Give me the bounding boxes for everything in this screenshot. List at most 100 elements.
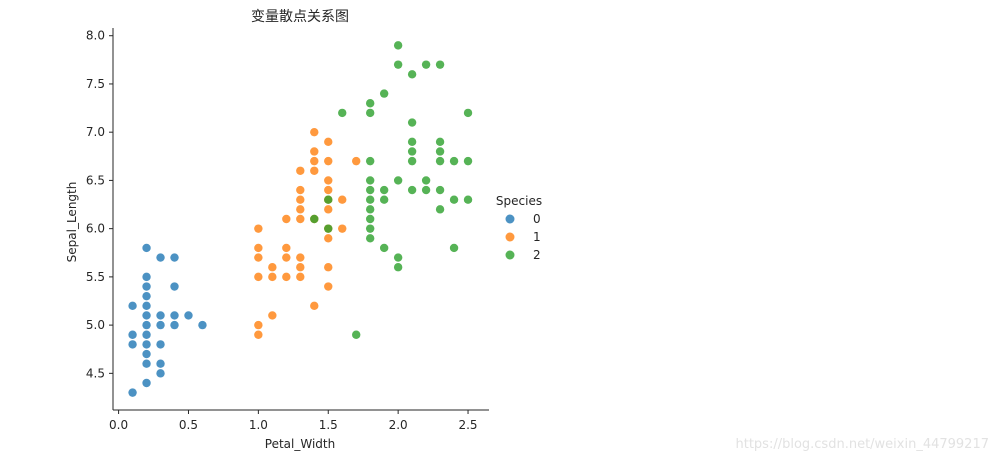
scatter-point-species-2 [365,224,375,233]
scatter-point-species-2 [324,224,333,233]
scatter-point-species-0 [142,301,151,311]
legend-marker-1 [505,232,515,242]
watermark: https://blog.csdn.net/weixin_44799217 [735,437,989,452]
scatter-point-species-1 [296,272,305,282]
scatter-point-species-0 [156,359,165,368]
scatter-point-species-1 [296,205,305,214]
scatter-point-species-0 [128,330,137,339]
scatter-point-species-2 [393,253,403,262]
scatter-point-species-1 [296,253,305,262]
y-tick-label: 5.0 [86,318,105,332]
scatter-point-species-0 [142,320,151,330]
scatter-point-species-0 [142,340,151,349]
scatter-point-species-2 [365,99,375,108]
scatter-point-species-1 [324,156,333,166]
scatter-point-species-2 [379,185,389,195]
scatter-point-species-2 [365,156,375,166]
scatter-point-species-2 [435,147,445,156]
scatter-point-species-2 [435,156,445,166]
scatter-point-species-2 [449,156,459,166]
scatter-point-species-0 [156,253,165,262]
scatter-point-species-2 [379,89,389,98]
scatter-point-species-2 [463,195,473,204]
legend-marker-0 [505,214,515,224]
scatter-point-species-1 [324,176,333,185]
x-tick-label: 1.5 [319,418,338,432]
y-ticks: 4.5 5.0 5.5 6.0 6.5 7.0 7.5 8.0 [86,29,113,380]
scatter-point-species-1 [338,224,347,233]
scatter-point-species-2 [393,60,403,69]
scatter-point-species-0 [170,253,179,262]
scatter-point-species-1 [310,156,319,166]
scatter-point-species-2 [421,176,431,185]
scatter-point-species-1 [268,272,277,282]
scatter-point-species-2 [338,108,347,118]
scatter-point-species-0 [142,272,151,282]
scatter-point-species-1 [254,272,263,282]
scatter-point-species-1 [310,166,319,175]
scatter-point-species-0 [156,369,165,378]
scatter-point-species-0 [142,330,151,339]
scatter-point-species-2 [435,185,445,195]
scatter-point-species-2 [449,243,459,253]
scatter-point-species-2 [463,108,473,118]
scatter-point-species-1 [338,195,347,204]
scatter-point-species-0 [170,320,179,330]
scatter-point-species-2 [407,147,417,156]
scatter-point-species-2 [449,195,459,204]
scatter-point-species-0 [128,340,137,349]
scatter-point-species-2 [393,41,403,50]
scatter-point-species-0 [142,378,151,388]
scatter-point-species-2 [407,185,417,195]
legend-title: Species [496,194,542,208]
scatter-point-species-2 [379,243,389,253]
x-tick-label: 0.5 [179,418,198,432]
y-tick-label: 7.0 [86,125,105,139]
scatter-point-species-1 [268,263,277,272]
scatter-point-species-2 [435,137,445,147]
scatter-point-species-2 [365,195,375,204]
x-tick-label: 0.0 [109,418,128,432]
x-axis-label: Petal_Width [265,437,335,451]
legend-label-2: 2 [533,248,541,262]
scatter-point-species-1 [268,311,277,320]
y-tick-label: 5.5 [86,270,105,284]
scatter-point-species-1 [254,320,263,330]
scatter-point-species-1 [324,185,333,195]
y-tick-label: 8.0 [86,29,105,43]
legend-marker-2 [505,250,515,260]
plot-area [128,41,473,397]
scatter-point-species-1 [254,224,263,233]
scatter-point-species-1 [352,156,361,166]
scatter-point-species-0 [128,301,137,311]
scatter-point-species-1 [324,263,333,272]
scatter-point-species-2 [324,195,333,204]
scatter-point-species-0 [142,359,151,368]
scatter-point-species-0 [156,340,165,349]
scatter-point-species-2 [310,214,319,224]
scatter-point-species-0 [156,320,165,330]
scatter-point-species-1 [310,147,319,156]
x-tick-label: 1.0 [249,418,268,432]
legend-label-0: 0 [533,212,541,226]
legend-label-1: 1 [533,230,541,244]
scatter-point-species-0 [142,311,151,320]
y-tick-label: 4.5 [86,366,105,380]
scatter-point-species-2 [435,60,445,69]
scatter-point-species-1 [254,243,263,253]
scatter-point-species-1 [310,127,319,137]
scatter-point-species-0 [128,388,137,397]
scatter-point-species-1 [296,195,305,204]
scatter-point-species-1 [282,243,291,253]
scatter-point-species-1 [296,166,305,175]
legend: Species 0 1 2 [496,194,542,262]
scatter-point-species-0 [156,311,165,320]
scatter-point-species-1 [296,214,305,224]
scatter-point-species-1 [324,282,333,291]
y-tick-label: 6.0 [86,222,105,236]
scatter-point-species-2 [407,156,417,166]
x-tick-label: 2.5 [458,418,477,432]
scatter-point-species-1 [324,137,333,147]
y-tick-label: 7.5 [86,77,105,91]
